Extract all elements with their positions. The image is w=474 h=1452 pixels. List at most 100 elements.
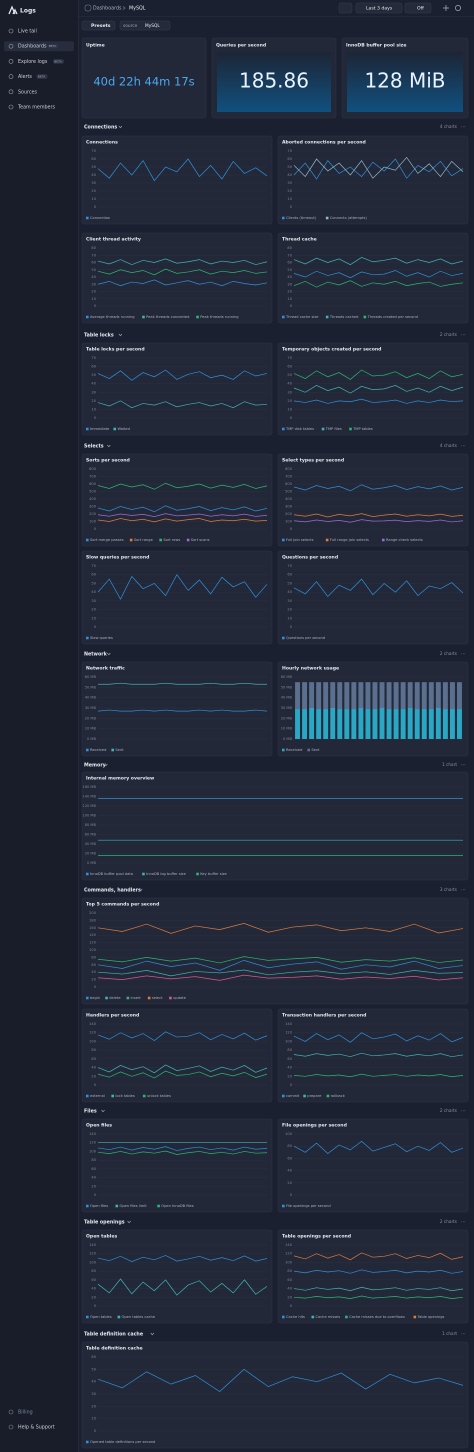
y-tick-label: 0	[290, 205, 293, 209]
nav-active[interactable]	[4, 41, 74, 52]
y-tick-label: 140 MB	[82, 795, 96, 799]
y-tick-label: 120	[285, 1252, 293, 1256]
settings-icon[interactable]	[455, 5, 461, 11]
section-menu[interactable]: ···	[461, 763, 466, 769]
section-menu[interactable]: ···	[461, 333, 466, 339]
stat-value: 128 MiB	[364, 69, 445, 93]
breadcrumb[interactable]: Dashboards	[93, 6, 122, 12]
nav-item[interactable]: Alerts	[18, 74, 32, 80]
chart-panel	[81, 1229, 273, 1324]
nav-item[interactable]: Team members	[17, 105, 55, 111]
series-line	[97, 1150, 268, 1155]
section-title[interactable]: Files	[84, 1109, 97, 1115]
section-menu[interactable]: ···	[461, 652, 466, 658]
stat-card	[81, 37, 207, 119]
section-title[interactable]: Table definition cache	[84, 1332, 144, 1338]
legend-label: Sent	[311, 748, 320, 752]
y-tick-label: 60 MB	[85, 675, 97, 679]
y-tick-label: 0	[290, 625, 293, 629]
chart-panel	[81, 135, 273, 225]
y-tick-label: 80	[91, 1048, 96, 1052]
y-tick-label: 400	[285, 497, 293, 501]
section-title[interactable]: Selects	[84, 444, 104, 450]
bar	[428, 709, 434, 739]
legend-swatch	[196, 315, 199, 319]
refresh-text[interactable]: Off	[417, 6, 425, 12]
chart-title: Slow queries per second	[86, 555, 149, 561]
section-chevron[interactable]	[104, 763, 108, 767]
bar	[421, 709, 427, 739]
section-menu[interactable]: ···	[461, 1332, 466, 1338]
header-border	[78, 16, 474, 17]
chart-title: Table openings per second	[282, 1234, 351, 1240]
series-line	[97, 1278, 268, 1296]
section-menu[interactable]: ···	[461, 125, 466, 131]
series-line	[293, 1140, 464, 1154]
legend-swatch	[86, 538, 89, 542]
nav-bottom[interactable]: Help & Support	[18, 1425, 55, 1431]
y-tick-label: 600	[285, 482, 293, 486]
section-title[interactable]: Memory	[84, 763, 107, 769]
chart-panel	[277, 232, 469, 324]
y-tick-label: 40	[91, 590, 96, 594]
chart-panel	[277, 135, 469, 225]
y-tick-label: 0	[290, 1304, 293, 1308]
section-chevron[interactable]	[138, 888, 143, 892]
time-range[interactable]	[355, 2, 403, 14]
nav-item[interactable]: Dashboards	[18, 44, 47, 50]
section-chevron[interactable]	[118, 125, 123, 129]
section-menu[interactable]: ···	[461, 444, 466, 450]
y-tick-label: 70	[91, 253, 96, 257]
nav-icon	[8, 89, 14, 95]
y-tick-label: 60	[91, 1057, 96, 1061]
y-tick-label: 30	[91, 390, 96, 394]
section-title[interactable]: Network	[84, 652, 108, 658]
y-tick-label: 80	[287, 1048, 292, 1052]
section-chevron[interactable]	[150, 1332, 155, 1336]
presets-text[interactable]: Presets	[91, 23, 111, 29]
y-tick-label: 10	[287, 197, 292, 201]
add-icon[interactable]	[443, 5, 449, 11]
nav-bottom[interactable]: Billing	[18, 1410, 33, 1416]
presets[interactable]	[81, 20, 116, 31]
section-title[interactable]: Commands, handlers	[84, 888, 141, 894]
time-range-text[interactable]: Last 3 days	[366, 6, 393, 12]
section-menu[interactable]: ···	[461, 1220, 466, 1226]
y-tick-label: 60	[91, 157, 96, 161]
y-tick-label: 30 MB	[281, 706, 293, 710]
section-chevron[interactable]	[107, 444, 111, 448]
bar	[330, 708, 336, 739]
section-chevron[interactable]	[118, 333, 123, 337]
view-button[interactable]	[338, 2, 353, 14]
y-tick-label: 40	[287, 173, 292, 177]
legend-label: InnoDB buffer pool data	[90, 872, 133, 876]
legend-label: Clients (timeout)	[286, 216, 317, 220]
bar	[295, 682, 300, 710]
section-chevron[interactable]	[101, 1109, 105, 1113]
section-menu[interactable]: ···	[461, 1109, 466, 1115]
legend-label: Cache hits	[286, 1315, 305, 1319]
section-chevron[interactable]	[107, 652, 111, 656]
legend-swatch	[321, 427, 325, 431]
legend-label: begin	[90, 996, 100, 1000]
bar	[393, 709, 399, 739]
y-tick-label: 100	[285, 520, 293, 524]
refresh[interactable]	[404, 2, 432, 14]
y-tick-label: 70	[287, 356, 292, 360]
section-title[interactable]: Table locks	[84, 333, 114, 339]
nav-item[interactable]: Live tail	[18, 29, 37, 35]
nav-item[interactable]: Explore logs	[18, 59, 48, 65]
legend-label: Connection	[90, 216, 110, 220]
y-tick-label: 20	[91, 290, 96, 294]
section-title[interactable]: Table openings	[84, 1220, 125, 1226]
legend-swatch	[111, 748, 114, 752]
filter-chip[interactable]	[119, 20, 171, 31]
section-menu[interactable]: ···	[461, 888, 466, 894]
nav-item[interactable]: Sources	[18, 89, 37, 95]
y-tick-label: 60	[287, 573, 292, 577]
y-tick-label: 0	[94, 1304, 97, 1308]
section-chevron[interactable]	[127, 1220, 131, 1224]
section-count: 4 charts	[440, 124, 457, 129]
section-title[interactable]: Connections	[84, 125, 117, 131]
nav-icon	[8, 74, 14, 79]
